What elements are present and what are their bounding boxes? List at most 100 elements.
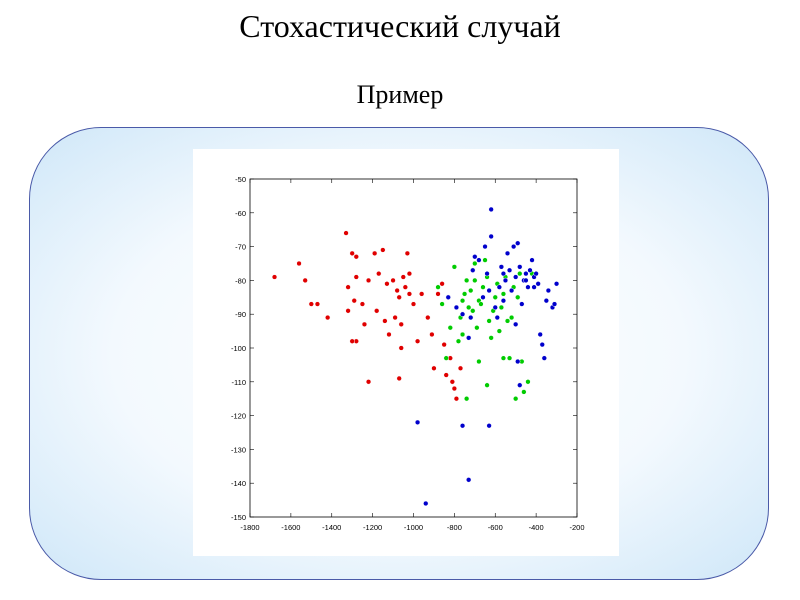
scatter-point-series-3 (545, 287, 552, 294)
scatter-point-series-3 (529, 257, 535, 263)
scatter-point-series-2 (488, 335, 494, 341)
scatter-point-series-1 (349, 338, 355, 344)
scatter-point-series-1 (351, 298, 357, 304)
y-tick-label: -100 (231, 344, 246, 353)
y-tick-label: -120 (231, 412, 246, 421)
scatter-point-series-1 (394, 287, 400, 294)
scatter-point-series-3 (551, 301, 558, 307)
scatter-point-series-1 (414, 338, 421, 344)
x-tick-label: -1000 (404, 523, 423, 532)
scatter-point-series-3 (486, 287, 492, 294)
scatter-point-series-1 (325, 314, 331, 321)
scatter-point-series-2 (492, 294, 498, 300)
scatter-point-series-2 (500, 291, 507, 297)
scatter-point-series-2 (486, 318, 492, 324)
scatter-point-series-1 (382, 318, 388, 324)
scatter-point-series-3 (531, 284, 537, 290)
scatter-point-series-2 (504, 318, 511, 324)
data-points (271, 206, 560, 507)
scatter-point-series-3 (519, 301, 525, 307)
scatter-point-series-1 (406, 270, 413, 277)
scatter-point-series-1 (398, 345, 404, 351)
scatter-point-series-2 (517, 270, 523, 277)
scatter-point-series-2 (515, 294, 521, 300)
scatter-point-series-3 (466, 477, 472, 483)
scatter-point-series-2 (463, 277, 470, 284)
scatter-point-series-3 (515, 240, 521, 246)
scatter-point-series-3 (480, 294, 486, 300)
y-tick-label: -110 (232, 378, 246, 387)
scatter-point-series-3 (523, 277, 529, 284)
scatter-point-series-2 (500, 355, 507, 361)
scatter-point-series-2 (470, 308, 476, 314)
scatter-point-series-1 (308, 301, 314, 307)
slide-subtitle: Пример (356, 80, 444, 109)
scatter-point-series-2 (461, 291, 468, 297)
scatter-point-series-3 (466, 335, 472, 341)
scatter-point-series-1 (353, 274, 359, 280)
scatter-point-series-3 (423, 500, 429, 507)
scatter-point-series-3 (506, 267, 513, 273)
scatter-point-series-3 (470, 267, 476, 273)
scatter-point-series-1 (451, 385, 458, 392)
scatter-point-series-2 (459, 298, 466, 304)
scatter-point-series-2 (472, 260, 478, 267)
scatter-point-series-2 (525, 379, 531, 385)
scatter-point-series-2 (459, 331, 466, 338)
scatter-point-series-3 (543, 298, 549, 304)
x-tick-label: -1600 (281, 523, 300, 532)
y-tick-label: -150 (231, 513, 246, 522)
x-tick-label: -1200 (363, 523, 382, 532)
slide-title: Стохастический случай (239, 8, 561, 44)
scatter-point-series-3 (500, 298, 507, 304)
scatter-point-series-2 (508, 314, 515, 321)
scatter-point-series-2 (443, 355, 449, 361)
scatter-point-series-2 (498, 304, 505, 311)
y-tick-label: -60 (235, 209, 246, 218)
scatter-point-series-2 (496, 328, 502, 334)
x-tick-label: -1800 (240, 523, 259, 532)
scatter-point-series-2 (455, 338, 462, 344)
scatter-point-series-3 (525, 284, 531, 290)
scatter-point-series-1 (435, 291, 441, 297)
x-tick-label: -600 (488, 523, 503, 532)
scatter-point-series-3 (515, 358, 521, 365)
scatter-point-series-1 (453, 396, 460, 402)
scatter-point-series-2 (463, 396, 470, 402)
scatter-point-series-2 (451, 264, 458, 270)
scatter-point-series-2 (439, 301, 445, 307)
scatter-point-series-3 (492, 304, 498, 311)
scatter-point-series-1 (302, 277, 308, 284)
scatter-point-series-3 (541, 355, 547, 361)
scatter-point-series-3 (508, 287, 515, 294)
x-tick-label: -1400 (322, 523, 341, 532)
scatter-point-series-2 (484, 382, 490, 388)
scatter-point-series-1 (353, 254, 359, 260)
scatter-point-series-3 (484, 270, 490, 277)
y-tick-label: -50 (235, 175, 246, 184)
axes (249, 178, 578, 518)
scatter-point-series-1 (365, 379, 372, 385)
scatter-point-series-1 (365, 277, 372, 284)
scatter-point-series-3 (486, 423, 492, 429)
scatter-point-series-1 (404, 250, 411, 257)
scatter-point-series-2 (468, 287, 474, 294)
scatter-point-series-3 (553, 281, 560, 287)
scatter-point-series-3 (498, 264, 505, 270)
scatter-point-series-3 (472, 254, 478, 260)
scatter-point-series-3 (445, 294, 451, 300)
scatter-point-series-2 (506, 355, 513, 361)
scatter-point-series-1 (374, 308, 380, 314)
y-tick-label: -140 (231, 479, 246, 488)
scatter-point-series-2 (474, 325, 480, 331)
scatter-point-series-3 (500, 270, 507, 277)
scatter-point-series-1 (396, 294, 402, 300)
scatter-point-series-1 (345, 308, 351, 314)
scatter-point-series-3 (482, 243, 488, 250)
scatter-chart: -1800 -1600 -1400 -1200 -1000 -800 -600 -400 -20… (231, 175, 585, 532)
scatter-point-series-3 (476, 257, 482, 263)
scatter-point-series-1 (457, 365, 464, 371)
scatter-point-series-3 (496, 284, 502, 290)
scatter-point-series-3 (459, 423, 466, 429)
scatter-point-series-1 (345, 284, 351, 290)
